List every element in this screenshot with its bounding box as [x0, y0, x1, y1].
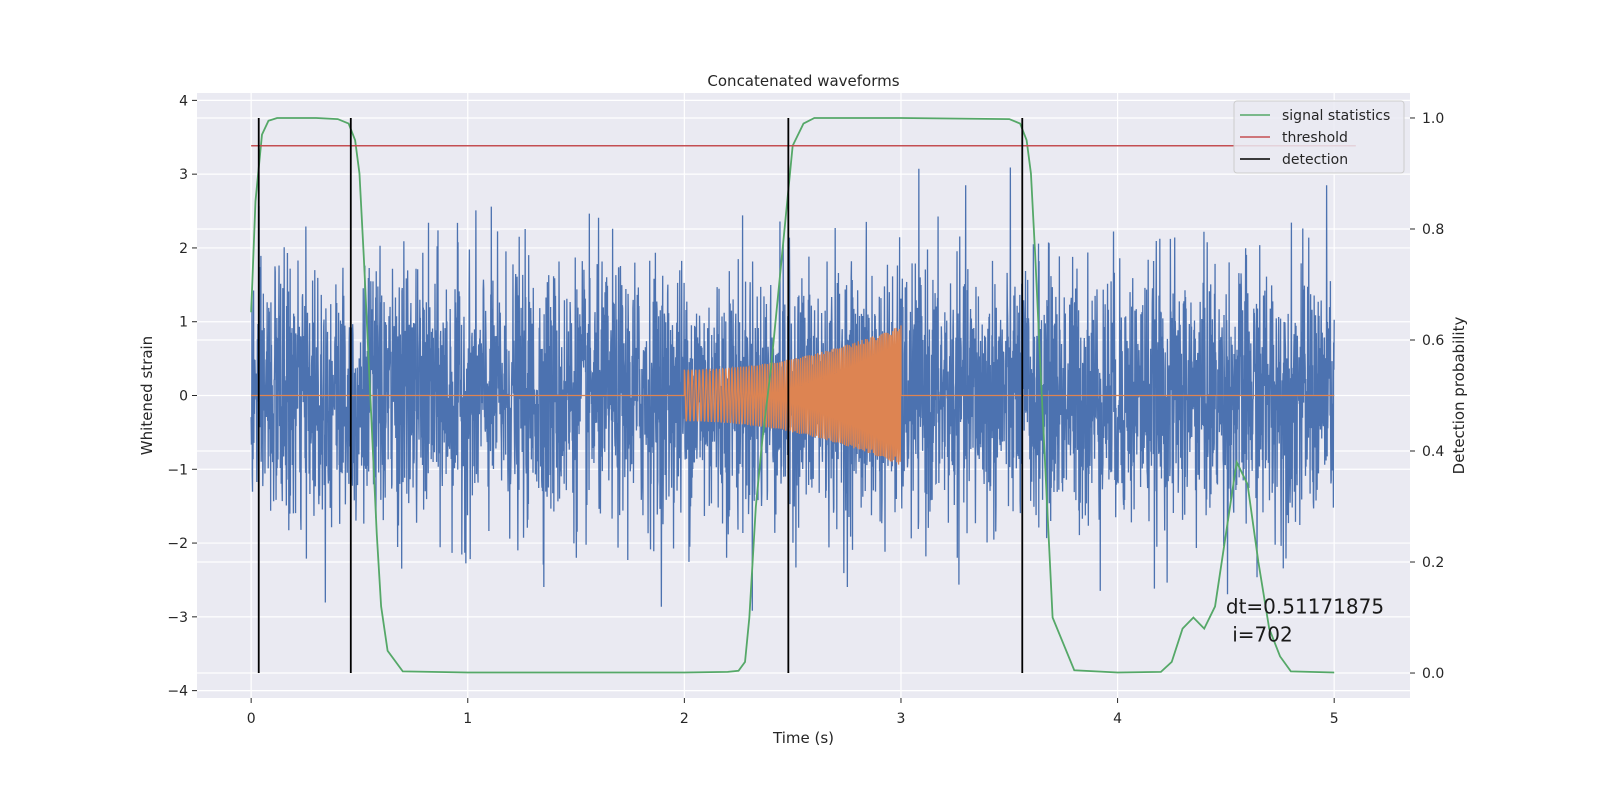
- y-tick-label: 2: [179, 241, 188, 257]
- x-tick-label: 0: [247, 711, 256, 727]
- series-signal-statistics: [250, 117, 1335, 674]
- chart-title: Concatenated waveforms: [707, 72, 899, 90]
- legend: signal statistics threshold detection: [1233, 100, 1405, 174]
- y-right-tick-label: 0.8: [1422, 222, 1444, 238]
- annotation-dt: dt=0.51171875: [1226, 595, 1384, 619]
- y-tick-label: −2: [167, 536, 188, 552]
- y-right-tick-label: 0.0: [1422, 666, 1444, 682]
- y-axis-right-label: Detection probability: [1450, 317, 1468, 475]
- legend-box: [1233, 100, 1405, 174]
- y-right-tick-label: 0.2: [1422, 555, 1444, 571]
- plot-series: [250, 117, 1356, 674]
- y-tick-label: −3: [167, 610, 188, 626]
- x-tick-label: 1: [463, 711, 472, 727]
- y-right-tick-label: 0.6: [1422, 333, 1444, 349]
- y-right-tick-label: 1.0: [1422, 111, 1444, 127]
- y-tick-label: 4: [179, 93, 188, 109]
- legend-label-detection: detection: [1282, 152, 1348, 168]
- x-tick-label: 4: [1113, 711, 1122, 727]
- y-tick-label: 1: [179, 315, 188, 331]
- y-axis-label: Whitened strain: [138, 336, 156, 455]
- legend-label-threshold: threshold: [1282, 130, 1348, 146]
- x-tick-label: 3: [897, 711, 906, 727]
- x-tick-label: 2: [680, 711, 689, 727]
- y-tick-label: 3: [179, 167, 188, 183]
- annotation-index: i=702: [1226, 623, 1293, 647]
- axis-ticks: 0 1 2 3 4 5 −4 −3 −2 −1 0 1 2 3 4 0.0 0.2 0.4 0.6 0.8 1.0: [167, 93, 1444, 727]
- y-tick-label: 0: [179, 389, 188, 405]
- y-tick-label: −4: [167, 684, 188, 700]
- y-right-tick-label: 0.4: [1422, 444, 1444, 460]
- y-tick-label: −1: [167, 462, 188, 478]
- x-axis-label: Time (s): [772, 729, 834, 747]
- legend-label-signal-statistics: signal statistics: [1282, 108, 1390, 124]
- x-tick-label: 5: [1330, 711, 1339, 727]
- series-chirp: [251, 325, 1335, 465]
